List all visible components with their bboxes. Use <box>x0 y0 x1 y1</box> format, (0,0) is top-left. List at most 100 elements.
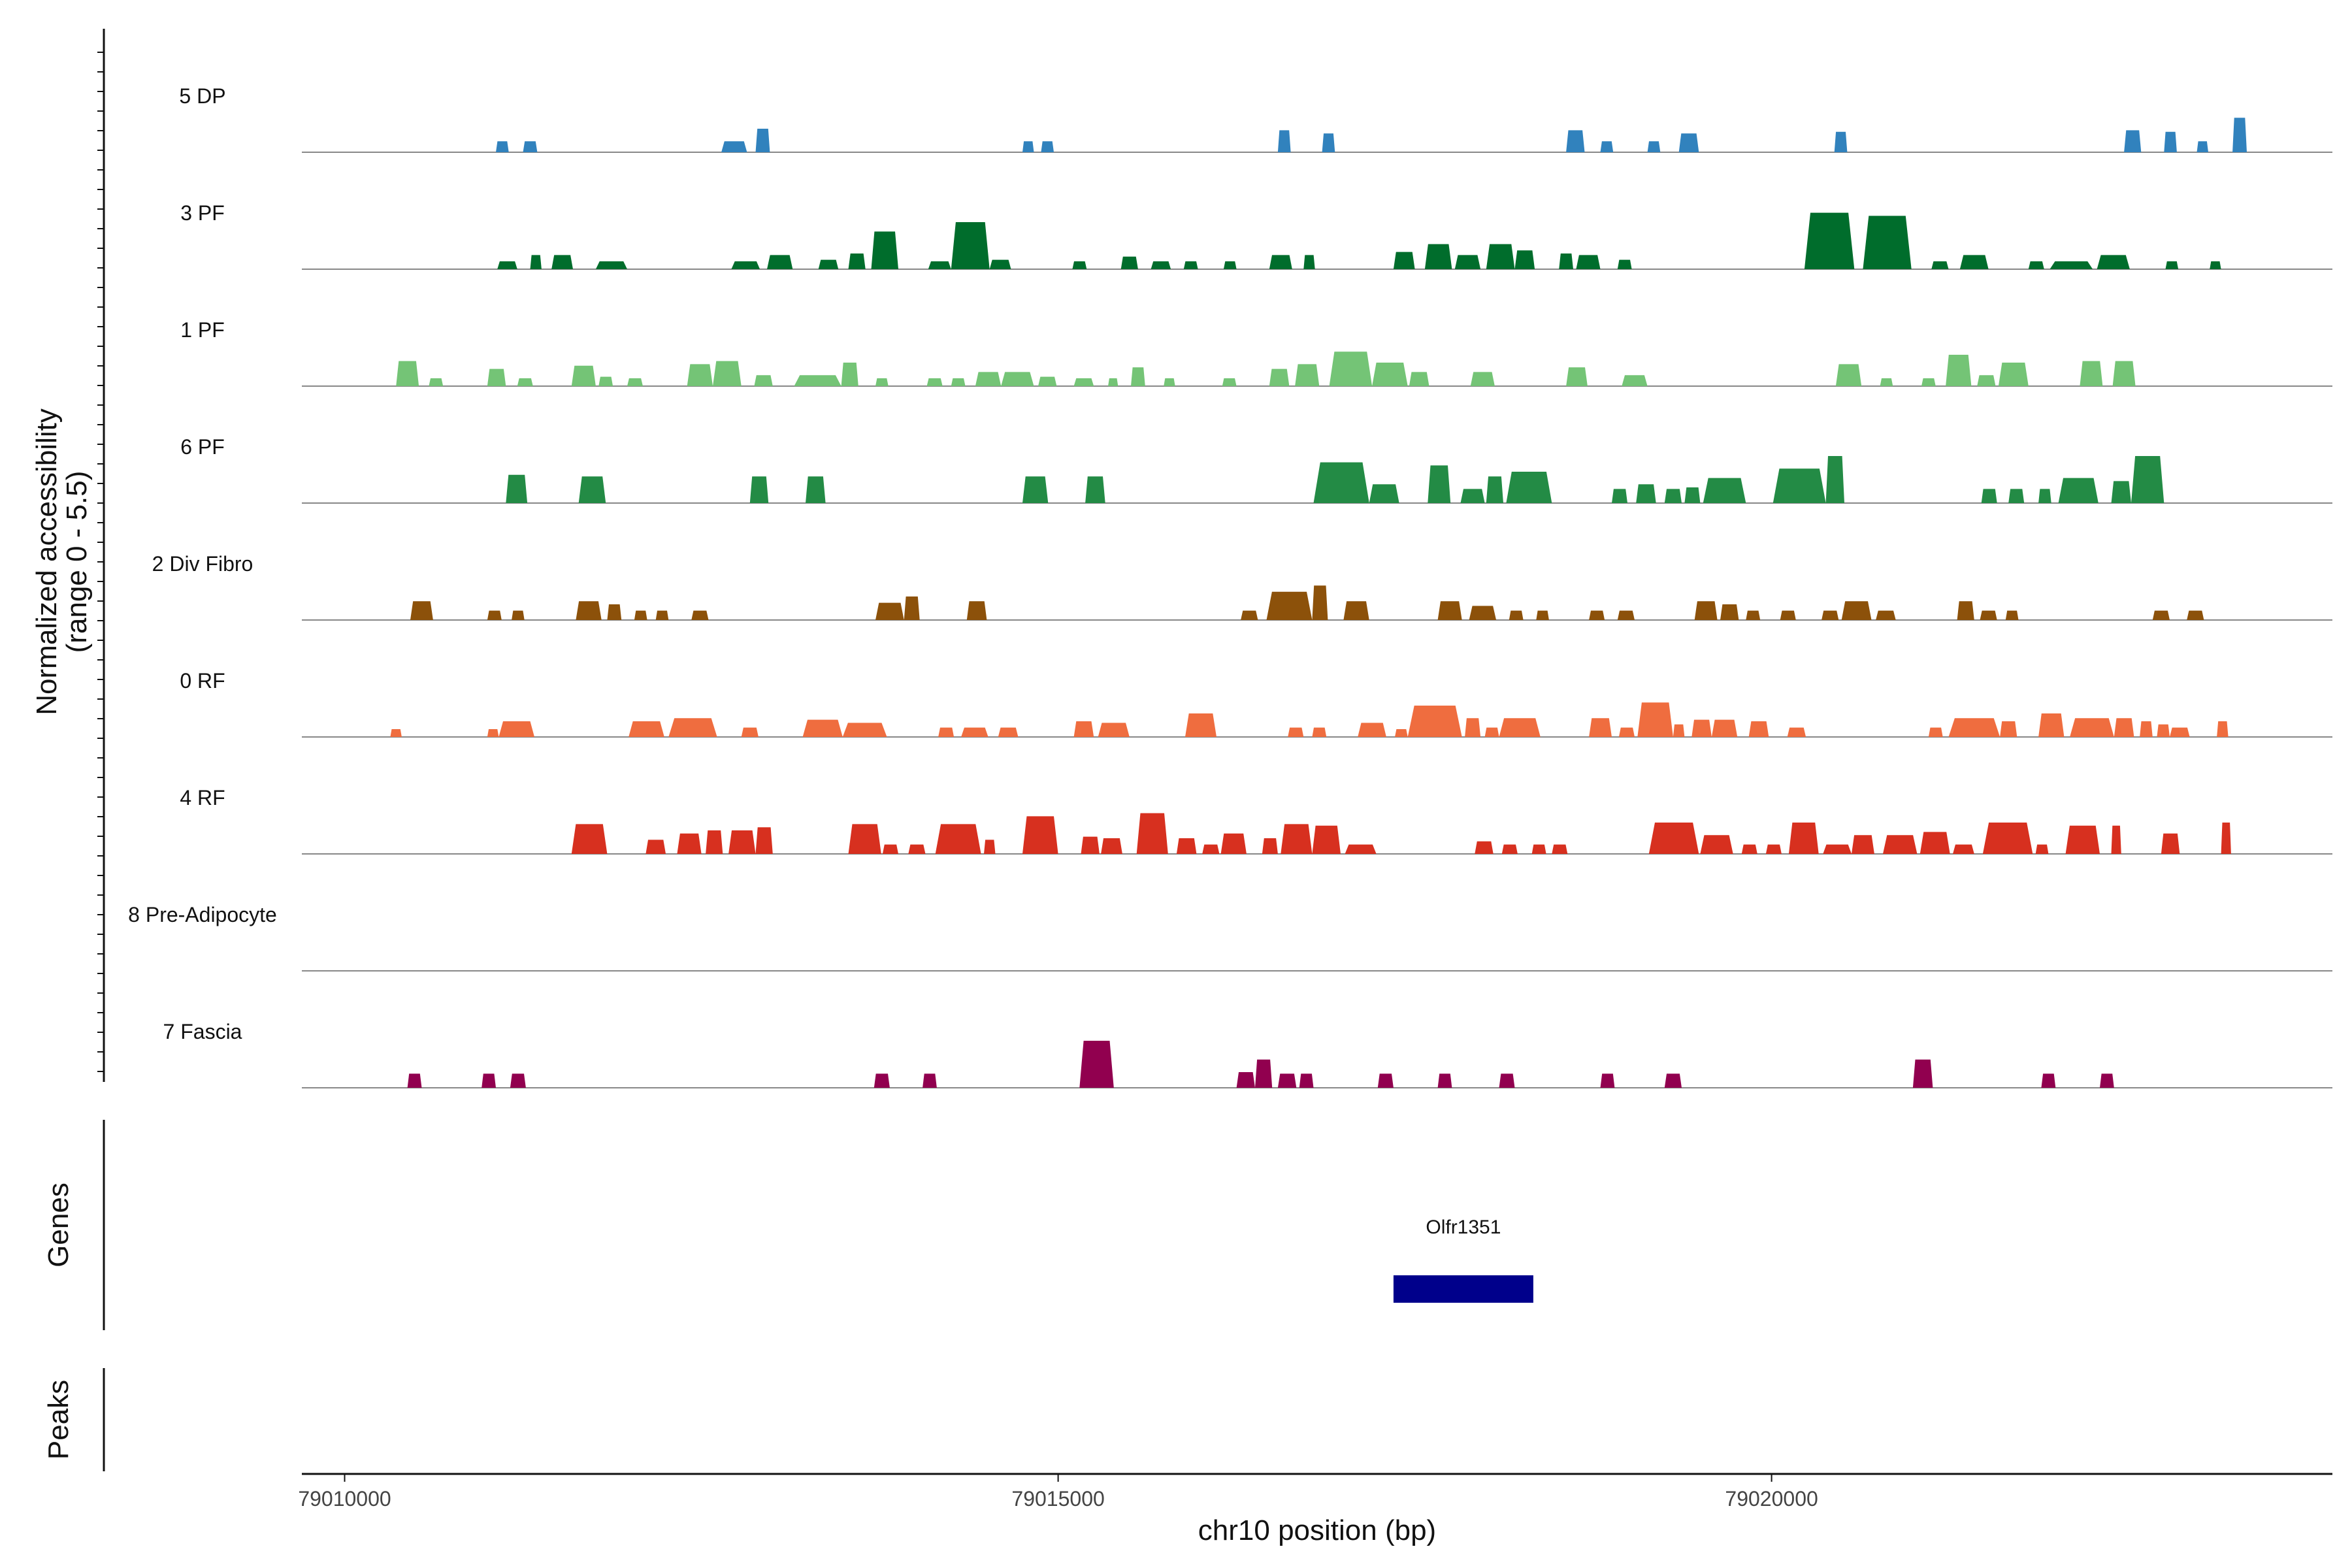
coverage-peak <box>1637 702 1673 737</box>
coverage-peak <box>595 261 627 269</box>
coverage-peak <box>1694 601 1718 620</box>
track-label: 6 PF <box>180 435 225 459</box>
coverage-peak <box>984 840 996 854</box>
coverage-peak <box>1277 1073 1297 1088</box>
coverage-peak <box>713 361 742 386</box>
coverage-peak <box>1982 823 2033 854</box>
track-label: 0 RF <box>180 669 225 693</box>
coverage-peak <box>1372 363 1408 386</box>
coverage-peak <box>1098 723 1130 737</box>
coverage-peak <box>627 378 643 386</box>
coverage-peak <box>1959 255 1989 269</box>
coverage-peak <box>2028 261 2044 269</box>
coverage-peak <box>1437 601 1462 620</box>
coverage-peak <box>841 363 858 386</box>
coverage-peak <box>645 840 666 854</box>
coverage-peak <box>410 601 433 620</box>
coverage-peak <box>2210 261 2221 269</box>
coverage-peak <box>1514 250 1535 269</box>
coverage-peak <box>1407 706 1462 737</box>
coverage-peak <box>2164 131 2177 152</box>
coverage-peak <box>1072 261 1087 269</box>
coverage-peak <box>1469 606 1497 620</box>
coverage-peak <box>1085 476 1105 503</box>
coverage-peak <box>2157 724 2170 737</box>
coverage-peak <box>1313 462 1369 503</box>
coverage-peak <box>1700 835 1733 854</box>
coverage-peak <box>1746 610 1761 620</box>
coverage-peak <box>875 602 904 620</box>
track-label: 2 Div Fibro <box>152 552 253 576</box>
coverage-peak <box>482 1073 496 1088</box>
coverage-peak <box>923 1073 937 1088</box>
coverage-peak <box>1509 610 1524 620</box>
coverage-peak <box>1312 825 1341 854</box>
coverage-peak <box>1506 472 1552 503</box>
coverage-peak <box>2152 610 2170 620</box>
coverage-peak <box>767 255 793 269</box>
coverage-peak <box>2000 721 2017 737</box>
coverage-peak <box>1531 844 1546 854</box>
coverage-peak <box>2161 833 2180 854</box>
coverage-peak <box>530 255 542 269</box>
coverage-peak <box>1081 836 1100 854</box>
genes-axis-title: Genes <box>42 1183 74 1267</box>
coverage-peak <box>1470 372 1495 386</box>
coverage-peak <box>1475 841 1494 854</box>
coverage-peak <box>1222 378 1237 386</box>
coverage-peak <box>2041 1073 2056 1088</box>
coverage-peak <box>1486 476 1503 503</box>
coverage-peak <box>551 255 573 269</box>
coverage-peak <box>390 729 402 737</box>
coverage-peak <box>755 827 773 854</box>
coverage-peak <box>1345 844 1377 854</box>
coverage-peak <box>2070 718 2114 737</box>
track-6-pf: 6 PF <box>180 435 2332 504</box>
coverage-peak <box>1711 719 1738 737</box>
coverage-peak <box>1835 364 1862 386</box>
x-axis-title: chr10 position (bp) <box>1198 1514 1436 1546</box>
coverage-peak <box>1673 724 1685 737</box>
coverage-peak <box>926 378 943 386</box>
coverage-peak <box>512 610 525 620</box>
y-axis-title-line1: Normalized accessibility <box>31 408 63 715</box>
x-tick-label: 79020000 <box>1725 1487 1818 1511</box>
coverage-peak <box>1664 1073 1682 1088</box>
coverage-peak <box>874 1073 890 1088</box>
coverage-peak <box>2097 255 2130 269</box>
coverage-peak <box>1151 261 1171 269</box>
coverage-peak <box>2111 825 2121 854</box>
coverage-peak <box>1424 244 1452 269</box>
coverage-peak <box>1176 838 1197 854</box>
coverage-peak <box>1312 727 1327 737</box>
coverage-peak <box>842 723 887 737</box>
coverage-peak <box>1454 255 1481 269</box>
coverage-peak <box>1183 261 1198 269</box>
coverage-peak <box>1499 718 1541 737</box>
coverage-peak <box>1377 1073 1394 1088</box>
coverage-peak <box>1312 585 1328 620</box>
coverage-peak <box>1108 378 1119 386</box>
coverage-peak <box>935 824 981 854</box>
coverage-peak <box>1566 130 1585 152</box>
coverage-peak <box>607 604 622 620</box>
coverage-peak <box>2197 141 2208 152</box>
coverage-peak <box>1486 244 1515 269</box>
coverage-peak <box>741 727 759 737</box>
coverage-peak <box>1255 1059 1273 1088</box>
coverage-peak <box>407 1073 422 1088</box>
coverage-peak <box>1788 823 1819 854</box>
coverage-peak <box>1393 252 1415 269</box>
coverage-peak <box>882 844 898 854</box>
track-label: 1 PF <box>180 318 225 342</box>
coverage-peak <box>1395 729 1408 737</box>
coverage-peak <box>1022 816 1058 854</box>
gene-annotations: Olfr1351 <box>1393 1217 1533 1303</box>
coverage-peak <box>2114 718 2134 737</box>
coverage-peak <box>1617 259 1632 269</box>
coverage-peak <box>1322 133 1335 152</box>
coverage-peak <box>1821 610 1839 620</box>
coverage-peak <box>2112 361 2136 386</box>
track-label: 3 PF <box>180 201 225 225</box>
coverage-peak <box>951 378 966 386</box>
